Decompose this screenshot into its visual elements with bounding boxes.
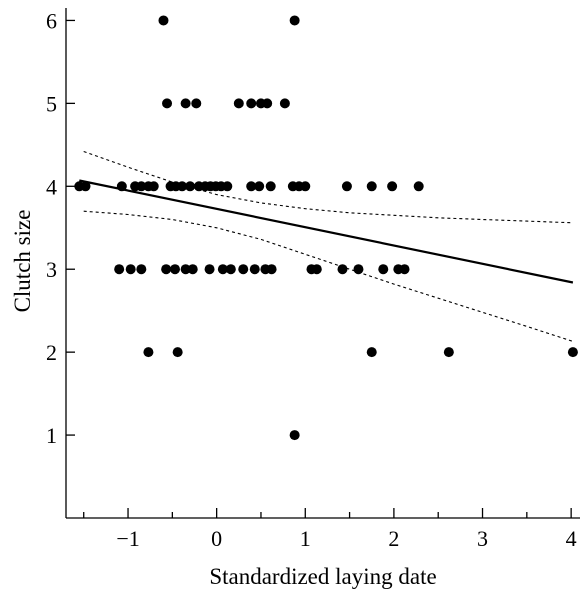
data-point [170,264,181,275]
data-point [116,181,127,192]
x-tick-label: 1 [300,526,311,551]
regression-line-group [79,179,574,284]
x-tick-label: 2 [388,526,399,551]
y-axis-title: Clutch size [10,210,35,313]
data-point [399,264,410,275]
data-point [158,15,169,26]
data-point [238,264,249,275]
data-point [265,181,276,192]
data-point [266,264,277,275]
data-point [311,264,322,275]
data-point [172,347,183,358]
x-tick-label: 4 [566,526,577,551]
y-tick-label: 5 [46,91,57,116]
y-tick-label: 3 [46,257,57,282]
data-point [289,15,300,26]
data-point [341,181,352,192]
data-point [387,181,398,192]
x-tick-label: 0 [211,526,222,551]
x-axis-title: Standardized laying date [209,564,436,589]
data-point [136,181,147,192]
x-tick-label: −1 [116,526,139,551]
data-point [567,347,578,358]
confidence-band [83,150,574,342]
data-point [279,98,290,109]
data-point [191,98,202,109]
data-point [148,181,159,192]
data-point [246,98,257,109]
x-tick-label: 3 [477,526,488,551]
data-point [114,264,125,275]
data-point [180,264,191,275]
data-point [217,264,228,275]
data-point [366,347,377,358]
data-point [162,98,173,109]
y-tick-label: 1 [46,423,57,448]
data-point [187,264,198,275]
data-point [246,181,257,192]
data-points [74,15,578,441]
data-point [413,181,424,192]
confidence-lower-line [83,210,574,342]
data-point [262,98,273,109]
data-point [366,181,377,192]
data-point [80,181,91,192]
axes [65,8,580,519]
data-point [185,181,196,192]
data-point [161,264,172,275]
data-point [254,181,265,192]
y-tick-label: 6 [46,8,57,33]
data-point [143,347,154,358]
data-point [300,181,311,192]
data-point [249,264,260,275]
data-point [337,264,348,275]
y-tick-label: 4 [46,174,57,199]
data-point [225,264,236,275]
data-point [222,181,233,192]
data-point [378,264,389,275]
y-tick-label: 2 [46,340,57,365]
tick-labels: 1 2 3 4 5 6 −1 0 1 2 3 4 [46,8,577,551]
data-point [443,347,454,358]
data-point [233,98,244,109]
data-point [180,98,191,109]
data-point [177,181,188,192]
data-point [289,430,300,441]
data-point [353,264,364,275]
data-point [204,264,215,275]
regression-line [79,179,574,284]
data-point [125,264,136,275]
data-point [136,264,147,275]
confidence-upper-line [83,150,573,224]
